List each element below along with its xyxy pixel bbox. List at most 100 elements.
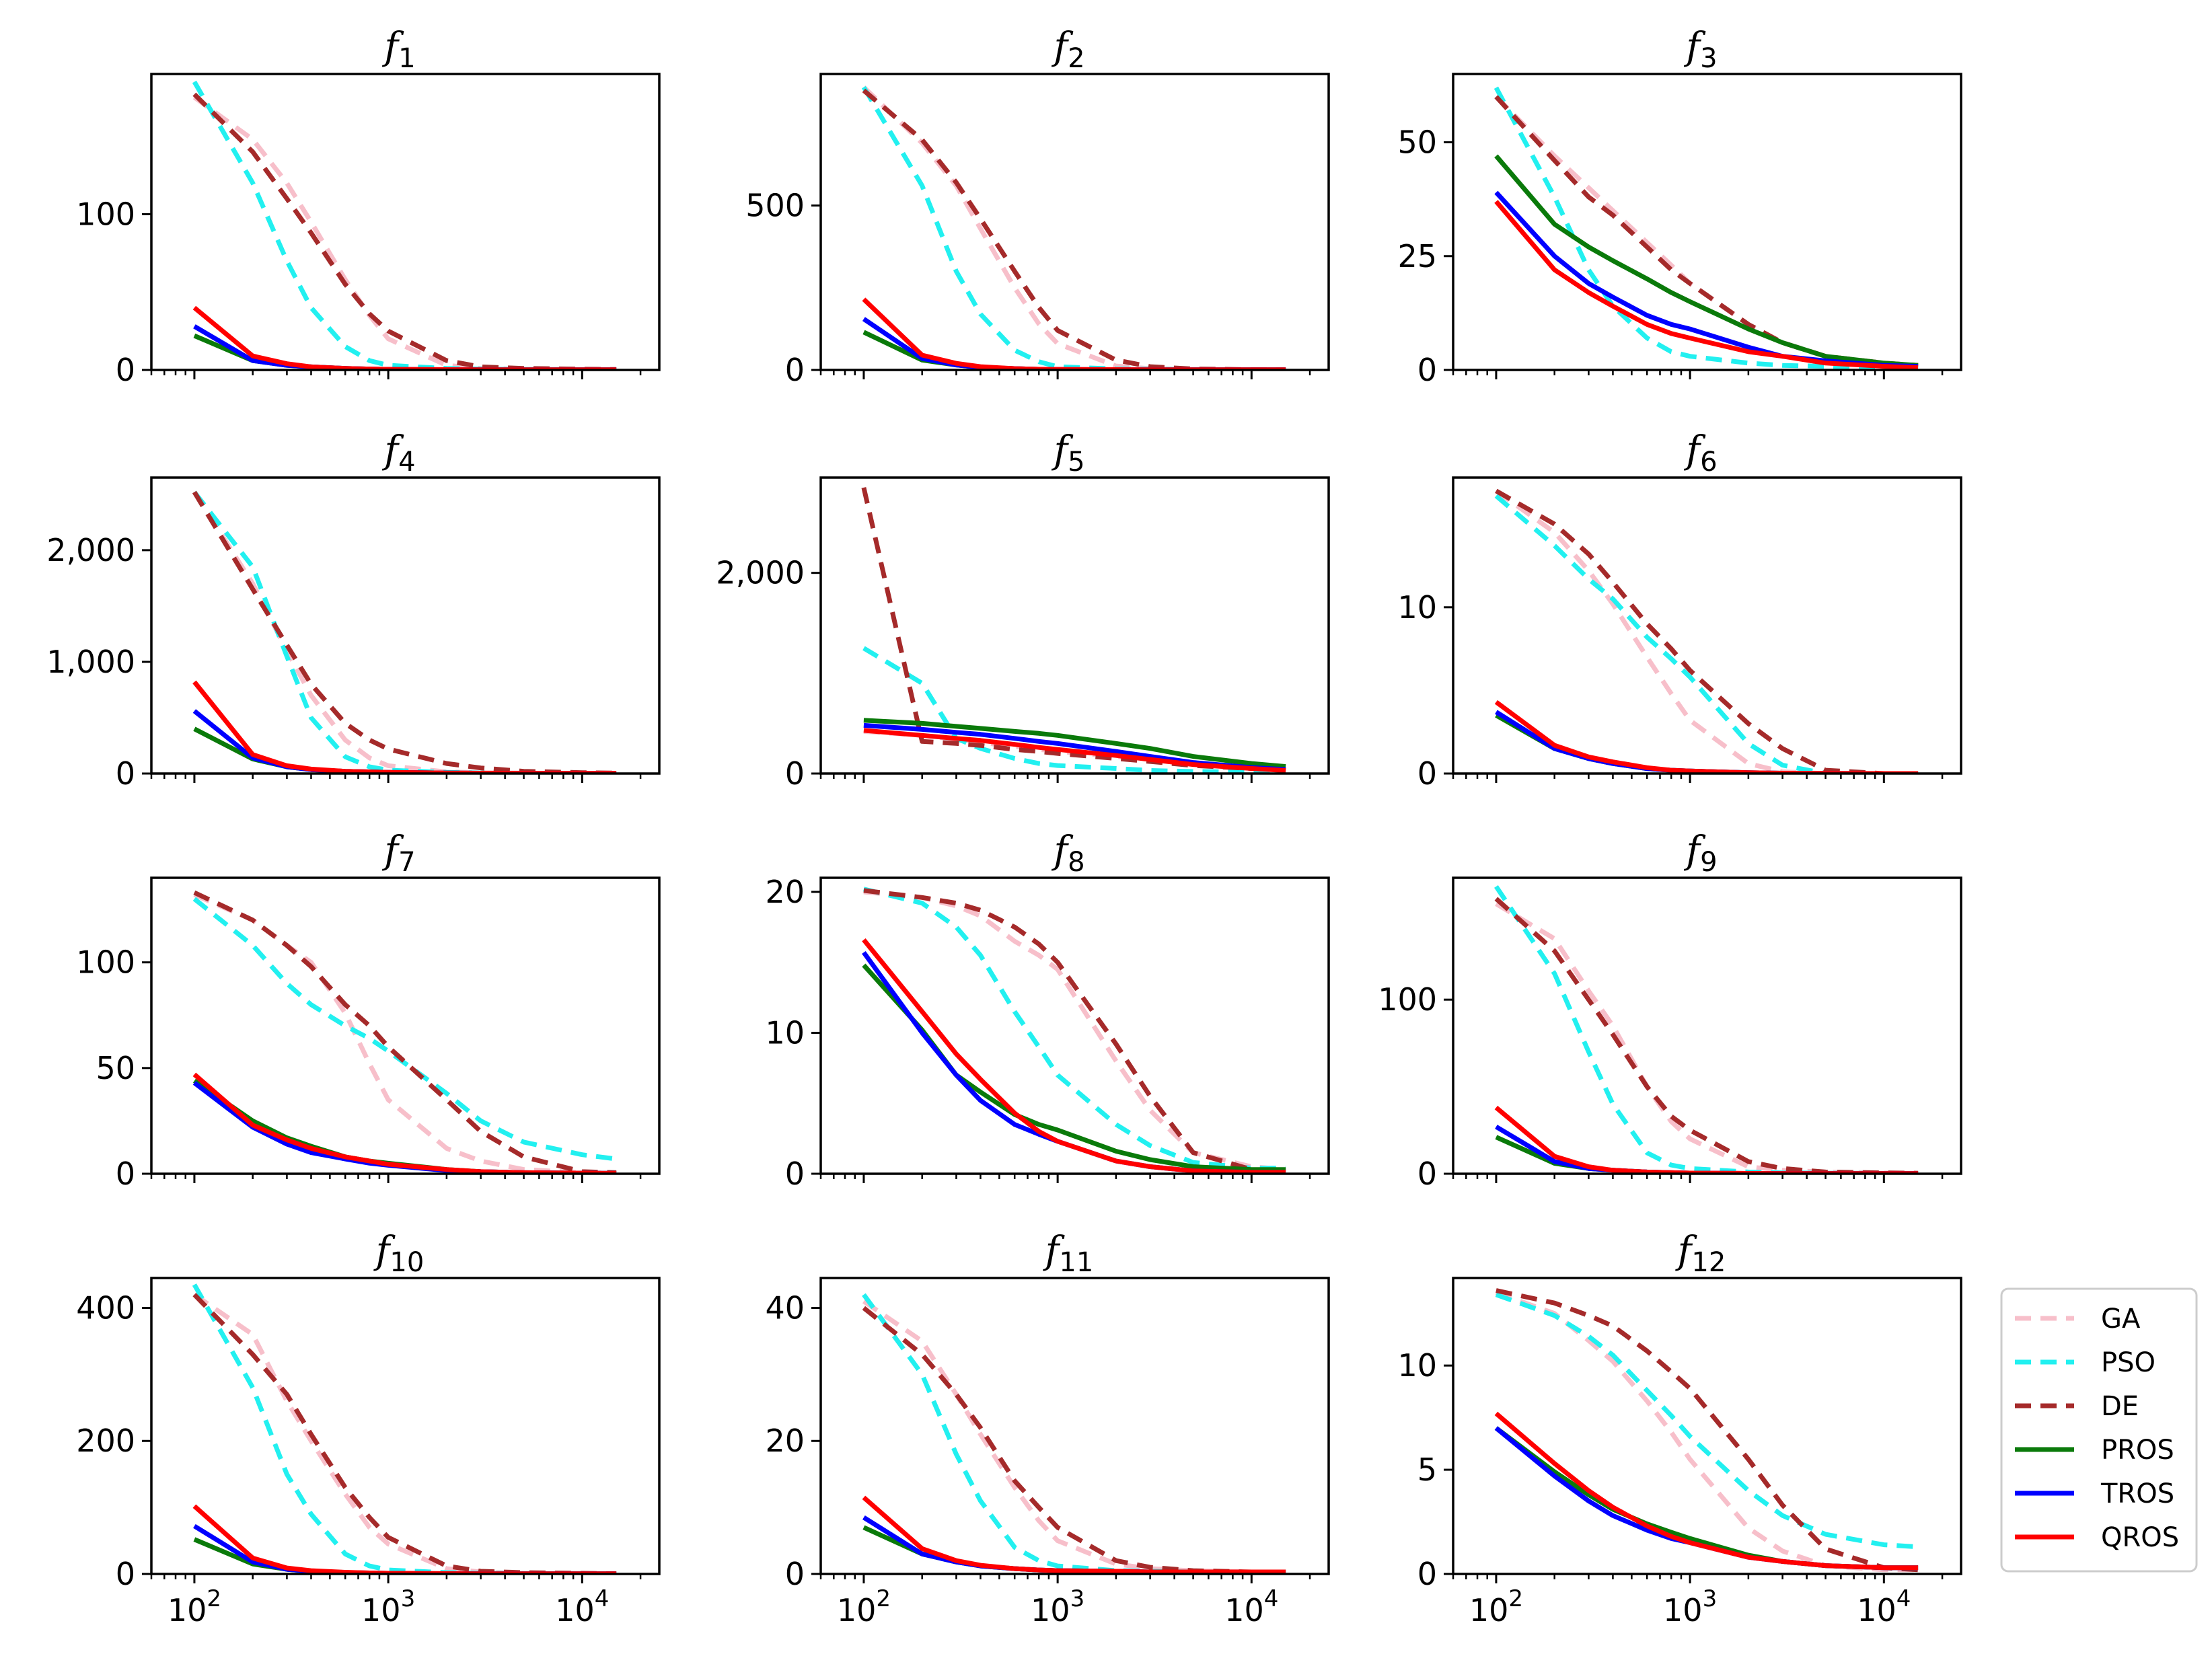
series-line-de <box>192 490 617 774</box>
series-line-de <box>863 888 1286 1174</box>
panel-title: f3 <box>1683 25 1717 74</box>
panel-title: f12 <box>1675 1229 1726 1278</box>
y-tick-label: 10 <box>1397 589 1437 626</box>
series-line-ga <box>192 1292 617 1574</box>
panel-f12: 0 5 10 102 103 104 f12 <box>1397 1229 1962 1628</box>
series-line-qros <box>862 938 1286 1174</box>
y-tick-label: 50 <box>96 1050 135 1086</box>
series-line-pso <box>861 85 1286 370</box>
series-line-pso <box>192 490 617 774</box>
y-tick-label: 25 <box>1397 238 1437 274</box>
panel-title: f8 <box>1051 829 1084 878</box>
plot-frame <box>1452 876 1962 1175</box>
y-tick-label: 5 <box>1417 1452 1437 1488</box>
panel-f3: 0 25 50 f3 <box>1397 25 1962 388</box>
series-line-pso <box>1494 885 1919 1174</box>
series-line-tros <box>862 1515 1286 1574</box>
series-line-qros <box>862 1495 1286 1574</box>
plot-frame <box>819 476 1330 775</box>
series-line-pso <box>1494 86 1919 370</box>
plot-frame <box>819 876 1330 1175</box>
series-line-de <box>862 88 1286 370</box>
y-tick-label: 2,000 <box>716 555 805 591</box>
panel-f2: 0 500 f2 <box>745 25 1330 388</box>
series-line-tros <box>1495 1125 1919 1174</box>
plot-frame <box>1452 73 1962 371</box>
series-line-de <box>1495 488 1919 774</box>
series-line-ga <box>862 85 1286 370</box>
panel-f8: 0 10 20 f8 <box>765 829 1330 1192</box>
series-line-ga <box>192 95 617 370</box>
y-tick-label: 0 <box>1417 1156 1437 1192</box>
series-line-de <box>1496 1288 1919 1573</box>
x-tick-label: 104 <box>555 1585 609 1628</box>
y-tick-label: 50 <box>1397 124 1437 161</box>
y-tick-label: 0 <box>1417 1556 1437 1592</box>
panel-f1: 0 100 f1 <box>76 25 661 388</box>
panel-title: f7 <box>381 829 415 878</box>
series-line-pso <box>1495 1292 1919 1550</box>
y-tick-label: 0 <box>1417 352 1437 388</box>
legend-label-tros: TROS <box>2100 1478 2174 1509</box>
plot-frame <box>150 476 661 775</box>
series-line-ga <box>192 490 617 774</box>
y-tick-label: 10 <box>765 1014 805 1051</box>
series-line-pso <box>862 1293 1286 1574</box>
legend-box <box>2000 1287 2198 1573</box>
plot-frame <box>819 73 1330 371</box>
plot-frame <box>819 1277 1330 1575</box>
plot-frame <box>150 73 661 371</box>
y-tick-label: 0 <box>116 352 135 388</box>
panel-title: f10 <box>373 1229 425 1278</box>
y-tick-label: 0 <box>785 755 805 792</box>
x-tick-label: 103 <box>361 1585 415 1628</box>
panel-title: f4 <box>381 428 415 478</box>
series-line-qros <box>1494 1411 1919 1571</box>
series-line-de <box>192 1293 617 1574</box>
y-tick-label: 40 <box>765 1289 805 1326</box>
legend-label-pros: PROS <box>2101 1435 2174 1466</box>
plot-frame <box>1452 476 1962 775</box>
series-line-de <box>1494 95 1919 368</box>
y-tick-label: 10 <box>1397 1347 1437 1384</box>
panel-title: f11 <box>1043 1229 1094 1278</box>
panel-f9: 0 100 f9 <box>1378 829 1962 1192</box>
series-line-ga <box>1495 901 1919 1174</box>
y-tick-label: 0 <box>116 1556 135 1592</box>
series-line-pso <box>863 887 1286 1171</box>
y-tick-label: 0 <box>785 1156 805 1192</box>
y-tick-label: 100 <box>76 944 135 981</box>
legend-label-ga: GA <box>2101 1304 2141 1335</box>
legend: GA PSO DE PROS TROS QROS <box>2000 1287 2198 1573</box>
panel-f11: 0 20 40 102 103 104 f11 <box>765 1229 1330 1628</box>
panel-f7: 0 50 100 f7 <box>76 829 661 1192</box>
series-line-pso <box>862 646 1286 774</box>
panel-f5: 0 2,000 f5 <box>716 428 1330 792</box>
series-line-qros <box>1494 200 1919 370</box>
series-line-tros <box>192 709 617 774</box>
y-tick-label: 400 <box>76 1289 135 1326</box>
series-line-tros <box>1495 710 1919 774</box>
legend-label-de: DE <box>2101 1391 2139 1422</box>
series-line-de <box>1494 897 1919 1174</box>
x-tick-label: 102 <box>1469 1585 1523 1628</box>
series-line-tros <box>863 722 1286 772</box>
y-tick-label: 20 <box>765 1423 805 1459</box>
series-line-pros <box>863 718 1286 769</box>
series-line-pros <box>1495 713 1919 774</box>
y-tick-label: 200 <box>76 1423 135 1459</box>
y-tick-label: 0 <box>1417 755 1437 792</box>
plot-frame <box>1452 1277 1962 1575</box>
legend-label-pso: PSO <box>2101 1347 2155 1378</box>
y-tick-label: 500 <box>745 188 805 224</box>
legend-label-qros: QROS <box>2101 1522 2179 1553</box>
x-tick-label: 103 <box>1031 1585 1084 1628</box>
series-line-ga <box>1494 95 1919 368</box>
y-tick-label: 100 <box>1378 981 1437 1018</box>
panel-title: f6 <box>1683 428 1717 478</box>
series-line-qros <box>863 728 1286 773</box>
y-tick-label: 1,000 <box>46 644 135 680</box>
y-tick-label: 20 <box>765 874 805 910</box>
series-line-ga <box>1495 1290 1919 1573</box>
panel-title: f2 <box>1051 25 1084 74</box>
